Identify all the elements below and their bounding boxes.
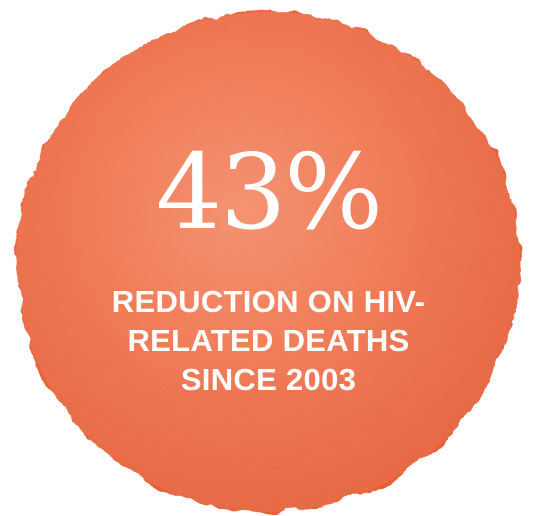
caption-line: REDUCTION ON HIV- (111, 284, 426, 319)
caption-line: RELATED DEATHS (127, 323, 410, 358)
stat-value: 43% (155, 131, 383, 253)
stat-caption: REDUCTION ON HIV- RELATED DEATHS SINCE 2… (0, 282, 537, 399)
caption-line: SINCE 2003 (180, 362, 357, 397)
